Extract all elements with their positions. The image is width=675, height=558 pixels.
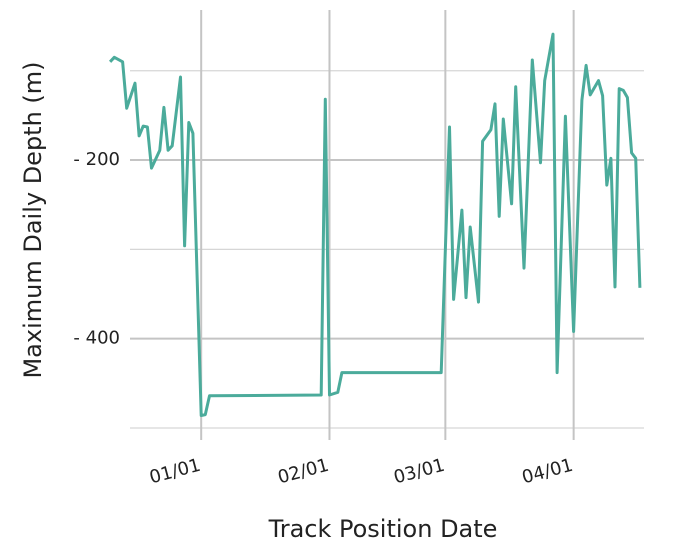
x-tick-label: 01/01 — [147, 455, 203, 489]
x-tick-label: 03/01 — [391, 455, 447, 489]
x-tick-label: 02/01 — [276, 455, 332, 489]
y-tick-label: - 400 — [73, 328, 120, 349]
x-tick-label: 04/01 — [520, 455, 576, 489]
data-line — [109, 32, 642, 417]
y-axis-title: Maximum Daily Depth (m) — [19, 61, 47, 378]
x-axis-title: Track Position Date — [268, 515, 498, 543]
y-tick-label: - 200 — [73, 149, 120, 170]
